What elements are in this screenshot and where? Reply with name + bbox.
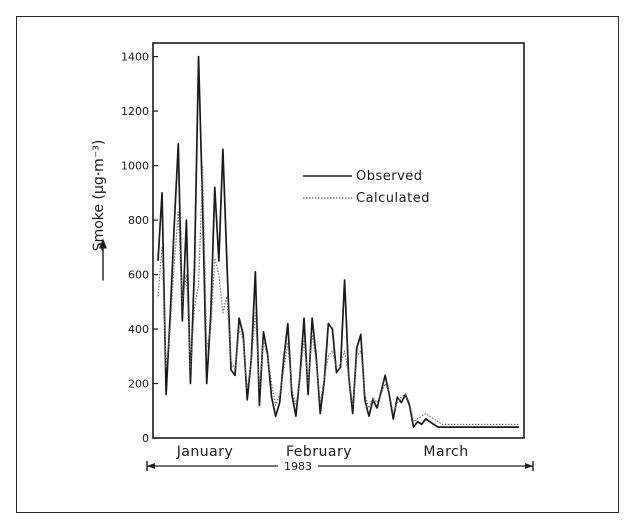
series-line-calculated [157, 164, 519, 425]
y-axis-arrow-head [99, 238, 107, 249]
y-tick-label-1400: 1400 [121, 51, 149, 64]
month-label-february: February [286, 444, 352, 460]
y-tick-label-400: 400 [128, 323, 149, 336]
month-label-january: January [176, 444, 234, 460]
plot-area-border [152, 42, 525, 439]
y-tick-label-1000: 1000 [121, 160, 149, 173]
y-tick-label-800: 800 [128, 214, 149, 227]
legend-label-observed: Observed [356, 169, 423, 184]
y-axis-label: Smoke (μg·m⁻³) [91, 140, 107, 252]
period-arrow-left [147, 463, 155, 469]
series-line-observed [157, 55, 519, 428]
period-arrow-right [525, 463, 533, 469]
y-tick-label-200: 200 [128, 378, 149, 391]
period-year-label: 1983 [284, 460, 312, 473]
legend-label-calculated: Calculated [356, 191, 430, 206]
y-tick-label-1200: 1200 [121, 105, 149, 118]
month-label-march: March [423, 444, 468, 460]
y-tick-label-0: 0 [142, 432, 149, 445]
y-tick-label-600: 600 [128, 269, 149, 282]
figure-frame [16, 16, 619, 513]
